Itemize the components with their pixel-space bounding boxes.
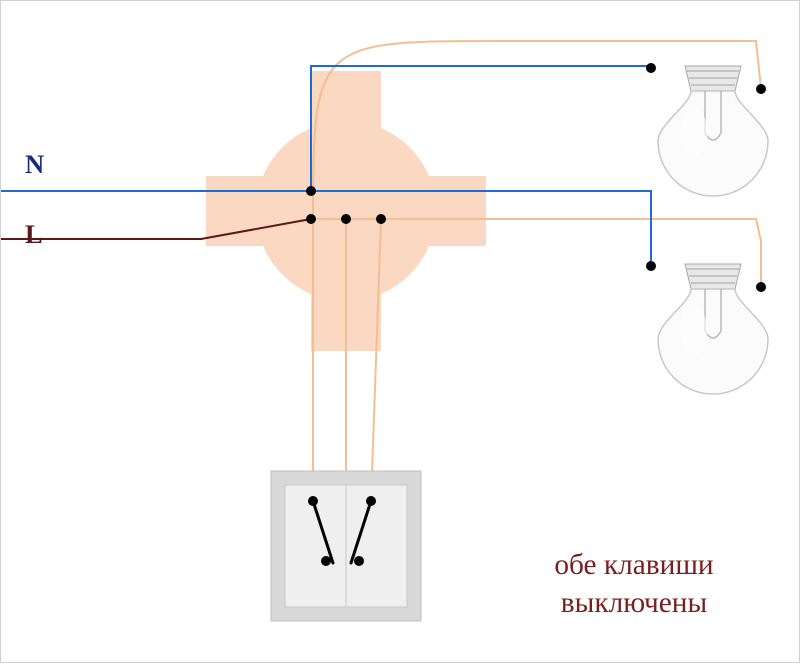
terminal-6 bbox=[756, 84, 766, 94]
terminal-1 bbox=[306, 186, 316, 196]
terminal-7 bbox=[646, 261, 656, 271]
terminal-12 bbox=[354, 556, 364, 566]
terminal-2 bbox=[306, 214, 316, 224]
terminal-9 bbox=[308, 496, 318, 506]
terminal-5 bbox=[646, 63, 656, 73]
live-label: L bbox=[25, 219, 43, 250]
terminal-10 bbox=[366, 496, 376, 506]
terminal-11 bbox=[321, 556, 331, 566]
terminal-8 bbox=[756, 282, 766, 292]
light-bulb-2 bbox=[658, 264, 768, 394]
caption-text: обе клавиши выключены bbox=[499, 546, 769, 622]
terminal-4 bbox=[376, 214, 386, 224]
terminal-3 bbox=[341, 214, 351, 224]
neutral-label: N bbox=[25, 149, 44, 180]
light-bulb-1 bbox=[658, 66, 768, 196]
